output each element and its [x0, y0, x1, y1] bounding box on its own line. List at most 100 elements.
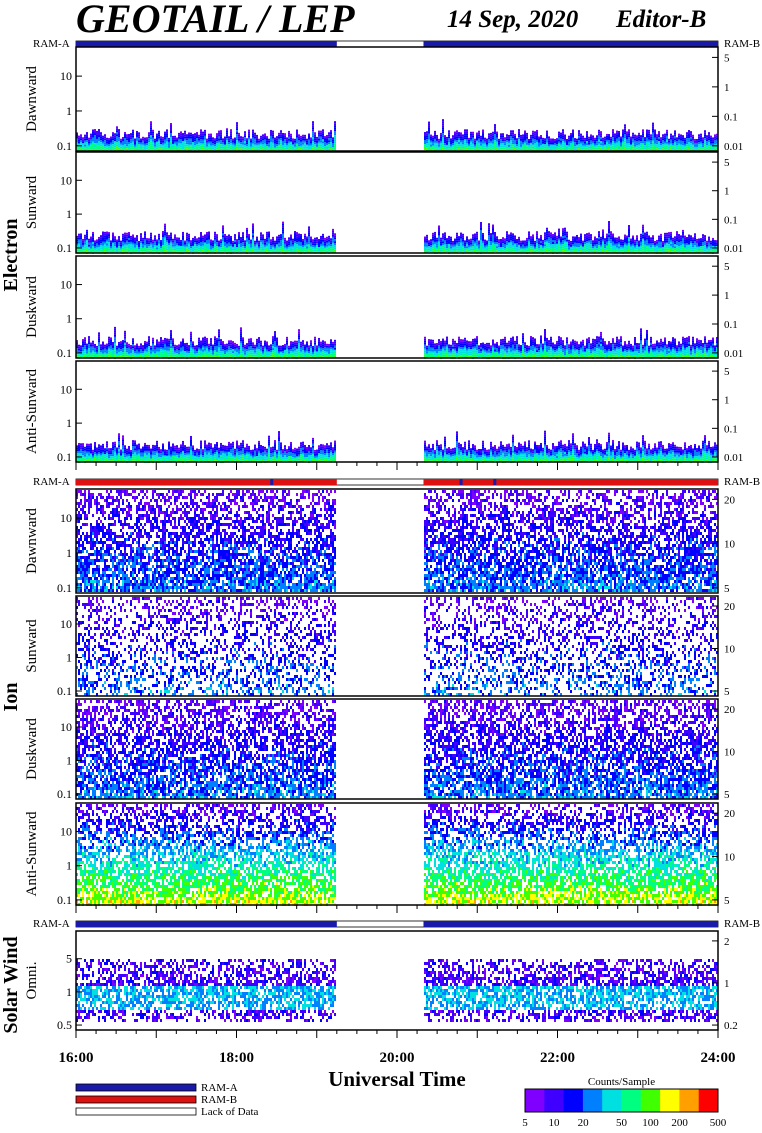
spectrogram-cell: [172, 148, 174, 150]
spectrogram-cell: [138, 138, 140, 140]
spectrogram-cell: [440, 145, 442, 147]
spectrogram-cell: [92, 145, 94, 147]
spectrogram-cell: [286, 145, 288, 147]
spectrogram-cell: [428, 136, 430, 138]
spectrogram-cell: [226, 130, 228, 132]
spectrogram-cell: [138, 142, 140, 144]
spectrogram-cell: [194, 143, 196, 145]
spectrogram-cell: [206, 145, 208, 147]
spectrogram-cell: [120, 141, 122, 143]
spectrogram-cell: [198, 145, 200, 147]
spectrogram-cell: [298, 138, 300, 140]
spectrogram-cell: [286, 143, 288, 145]
spectrogram-cell: [304, 137, 306, 139]
spectrogram-cell: [192, 144, 194, 146]
spectrogram-cell: [282, 137, 284, 139]
spectrogram-cell: [314, 134, 316, 136]
spectrogram-cell: [438, 141, 440, 143]
spectrogram-cell: [166, 139, 168, 141]
spectrogram-cell: [242, 147, 244, 149]
spectrogram-cell: [266, 136, 268, 138]
spectrogram-cell: [324, 144, 326, 146]
spectrogram-cell: [280, 144, 282, 146]
spectrogram-cell: [116, 130, 118, 132]
spectrogram-cell: [132, 138, 134, 140]
spectrogram-cell: [200, 135, 202, 137]
spectrogram-cell: [202, 142, 204, 144]
spectrogram-cell: [260, 136, 262, 138]
spectrogram-cell: [332, 141, 334, 143]
spectrogram-cell: [116, 146, 118, 148]
spectrogram-cell: [80, 134, 82, 136]
spectrogram-cell: [228, 142, 230, 144]
spectrogram-cell: [260, 144, 262, 146]
spectrogram-cell: [124, 146, 126, 148]
spectrogram-cell: [170, 133, 172, 135]
spectrogram-cell: [178, 137, 180, 139]
spectrogram-cell: [134, 147, 136, 149]
spectrogram-cell: [180, 135, 182, 137]
spectrogram-cell: [144, 139, 146, 141]
spectrogram-cell: [202, 138, 204, 140]
spectrogram-cell: [326, 143, 328, 145]
spectrogram-cell: [180, 145, 182, 147]
spectrogram-cell: [302, 141, 304, 143]
spectrogram-cell: [294, 147, 296, 149]
spectrogram-cell: [134, 141, 136, 143]
spectrogram-cell: [432, 136, 434, 138]
spectrogram-cell: [266, 148, 268, 150]
spectrogram-cell: [320, 145, 322, 147]
spectrogram-cell: [228, 136, 230, 138]
spectrogram-cell: [304, 145, 306, 147]
spectrogram-cell: [100, 142, 102, 144]
spectrogram-cell: [130, 143, 132, 145]
spectrogram-cell: [234, 140, 236, 142]
spectrogram-cell: [156, 148, 158, 150]
spectrogram-cell: [82, 139, 84, 141]
spectrogram-cell: [150, 125, 152, 127]
spectrogram-cell: [90, 134, 92, 136]
spectrogram-cell: [210, 138, 212, 140]
spectrogram-cell: [426, 143, 428, 145]
spectrogram-cell: [88, 144, 90, 146]
spectrogram-cell: [234, 138, 236, 140]
spectrogram-cell: [196, 132, 198, 134]
spectrogram-cell: [128, 138, 130, 140]
spectrogram-cell: [252, 134, 254, 136]
spectrogram-cell: [316, 147, 318, 149]
spectrogram-cell: [82, 137, 84, 139]
spectrogram-cell: [182, 147, 184, 149]
spectrogram-cell: [424, 132, 426, 134]
spectrogram-cell: [160, 136, 162, 138]
spectrogram-cell: [174, 142, 176, 144]
spectrogram-cell: [98, 141, 100, 143]
spectrogram-cell: [312, 129, 314, 131]
spectrogram-cell: [254, 139, 256, 141]
spectrogram-cell: [216, 145, 218, 147]
spectrogram-cell: [290, 142, 292, 144]
spectrogram-cell: [260, 140, 262, 142]
spectrogram-cell: [428, 132, 430, 134]
spectrogram-cell: [164, 138, 166, 140]
spectrogram-cell: [150, 123, 152, 125]
spectrogram-cell: [284, 135, 286, 137]
spectrogram-cell: [428, 126, 430, 128]
spectrogram-cell: [244, 139, 246, 141]
spectrogram-cell: [314, 132, 316, 134]
spectrogram-cell: [288, 135, 290, 137]
spectrogram-cell: [102, 138, 104, 140]
spectrogram-cell: [178, 145, 180, 147]
spectrogram-cell: [186, 148, 188, 150]
spectrogram-cell: [138, 146, 140, 148]
spectrogram-cell: [256, 143, 258, 145]
spectrogram-cell: [294, 143, 296, 145]
spectrogram-cell: [212, 145, 214, 147]
spectrogram-cell: [152, 134, 154, 136]
spectrogram-cell: [312, 145, 314, 147]
spectrogram-cell: [220, 132, 222, 134]
spectrogram-cell: [218, 147, 220, 149]
spectrogram-cell: [270, 144, 272, 146]
spectrogram-cell: [162, 141, 164, 143]
spectrogram-cell: [436, 145, 438, 147]
spectrogram-cell: [430, 147, 432, 149]
